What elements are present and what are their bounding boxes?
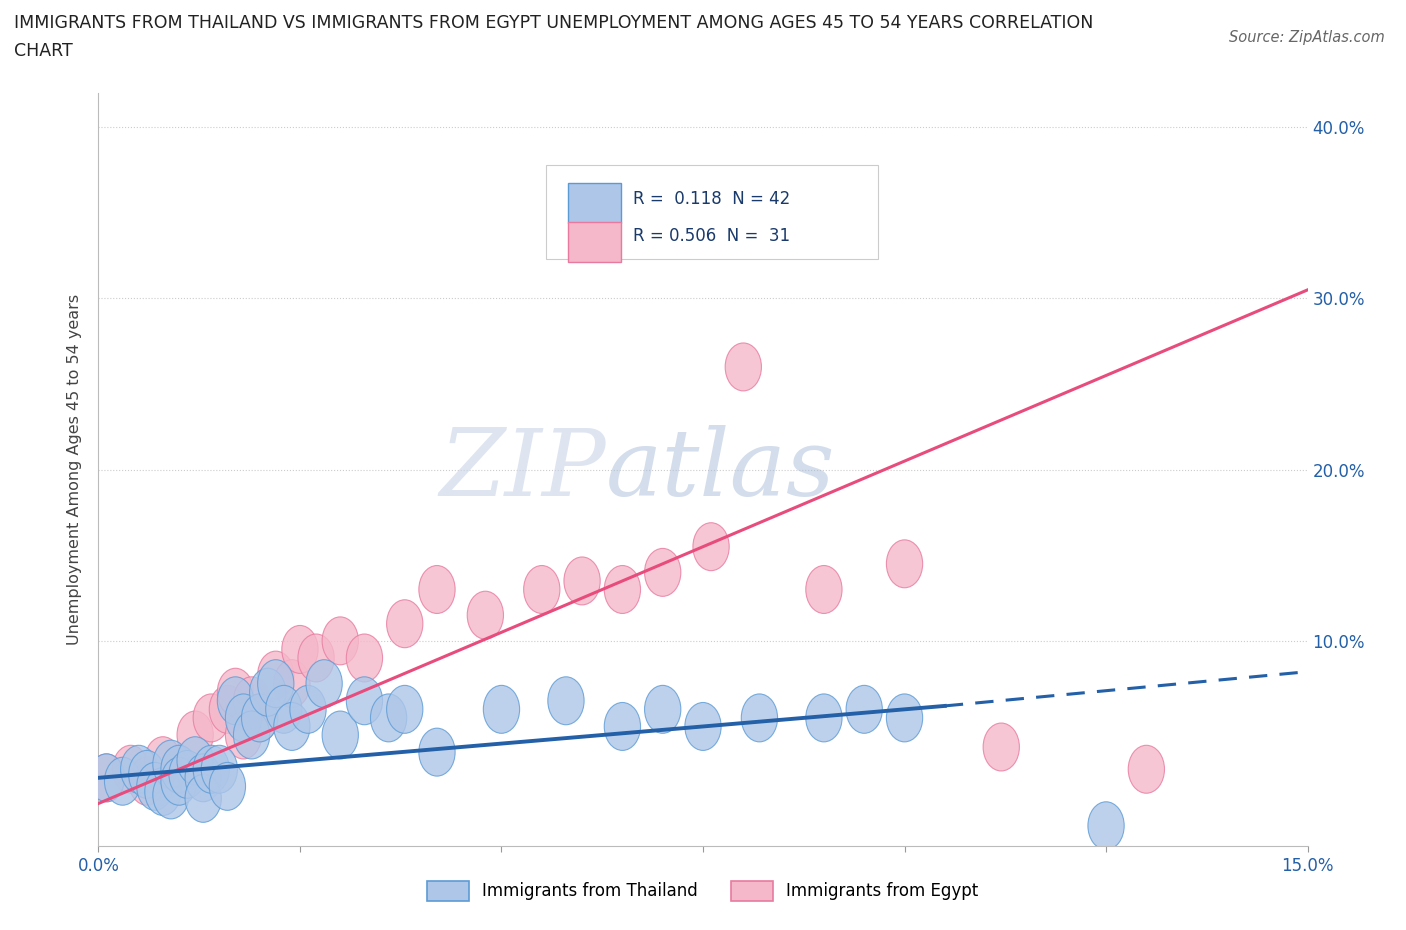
- Ellipse shape: [806, 565, 842, 614]
- Ellipse shape: [225, 694, 262, 742]
- Ellipse shape: [725, 343, 762, 391]
- Legend: Immigrants from Thailand, Immigrants from Egypt: Immigrants from Thailand, Immigrants fro…: [420, 874, 986, 908]
- Text: CHART: CHART: [14, 42, 73, 60]
- Ellipse shape: [419, 728, 456, 777]
- Ellipse shape: [225, 711, 262, 759]
- Ellipse shape: [186, 754, 221, 802]
- Ellipse shape: [112, 745, 149, 793]
- Text: R =  0.118  N = 42: R = 0.118 N = 42: [633, 190, 790, 207]
- Text: ZIP: ZIP: [440, 425, 606, 514]
- Ellipse shape: [605, 565, 641, 614]
- FancyBboxPatch shape: [568, 222, 621, 261]
- Ellipse shape: [242, 694, 278, 742]
- Ellipse shape: [605, 702, 641, 751]
- Ellipse shape: [387, 685, 423, 733]
- Ellipse shape: [104, 757, 141, 805]
- Ellipse shape: [484, 685, 520, 733]
- Ellipse shape: [169, 751, 205, 798]
- Ellipse shape: [218, 677, 253, 724]
- Ellipse shape: [153, 771, 190, 819]
- Text: IMMIGRANTS FROM THAILAND VS IMMIGRANTS FROM EGYPT UNEMPLOYMENT AMONG AGES 45 TO : IMMIGRANTS FROM THAILAND VS IMMIGRANTS F…: [14, 14, 1094, 32]
- Ellipse shape: [257, 659, 294, 708]
- Ellipse shape: [886, 694, 922, 742]
- Ellipse shape: [322, 711, 359, 759]
- Ellipse shape: [153, 740, 190, 788]
- Ellipse shape: [201, 745, 238, 793]
- Ellipse shape: [806, 694, 842, 742]
- Y-axis label: Unemployment Among Ages 45 to 54 years: Unemployment Among Ages 45 to 54 years: [67, 294, 83, 645]
- Ellipse shape: [564, 557, 600, 604]
- Ellipse shape: [346, 634, 382, 682]
- Ellipse shape: [419, 565, 456, 614]
- Ellipse shape: [209, 763, 246, 810]
- Ellipse shape: [846, 685, 883, 733]
- Ellipse shape: [136, 763, 173, 810]
- Ellipse shape: [548, 677, 583, 724]
- Ellipse shape: [129, 757, 165, 805]
- Ellipse shape: [644, 685, 681, 733]
- Ellipse shape: [160, 757, 197, 805]
- Ellipse shape: [693, 523, 730, 571]
- Ellipse shape: [307, 659, 342, 708]
- Text: Source: ZipAtlas.com: Source: ZipAtlas.com: [1229, 30, 1385, 45]
- Ellipse shape: [741, 694, 778, 742]
- Ellipse shape: [233, 677, 270, 724]
- Text: R = 0.506  N =  31: R = 0.506 N = 31: [633, 227, 790, 245]
- Ellipse shape: [257, 651, 294, 699]
- Ellipse shape: [160, 745, 197, 793]
- Ellipse shape: [274, 659, 311, 708]
- Ellipse shape: [281, 626, 318, 673]
- FancyBboxPatch shape: [546, 165, 879, 259]
- Ellipse shape: [290, 685, 326, 733]
- Ellipse shape: [121, 745, 157, 793]
- Ellipse shape: [983, 723, 1019, 771]
- Ellipse shape: [242, 694, 278, 742]
- Ellipse shape: [193, 694, 229, 742]
- FancyBboxPatch shape: [568, 183, 621, 222]
- Ellipse shape: [322, 617, 359, 665]
- Ellipse shape: [298, 634, 335, 682]
- Ellipse shape: [250, 669, 285, 716]
- Ellipse shape: [218, 669, 253, 716]
- Ellipse shape: [129, 751, 165, 798]
- Ellipse shape: [145, 737, 181, 785]
- Ellipse shape: [346, 677, 382, 724]
- Ellipse shape: [274, 702, 311, 751]
- Ellipse shape: [523, 565, 560, 614]
- Ellipse shape: [387, 600, 423, 647]
- Ellipse shape: [89, 754, 125, 802]
- Ellipse shape: [886, 539, 922, 588]
- Ellipse shape: [193, 745, 229, 793]
- Ellipse shape: [209, 685, 246, 733]
- Ellipse shape: [89, 754, 125, 802]
- Ellipse shape: [160, 745, 197, 793]
- Ellipse shape: [145, 767, 181, 816]
- Ellipse shape: [177, 737, 214, 785]
- Text: atlas: atlas: [606, 425, 835, 514]
- Ellipse shape: [266, 685, 302, 733]
- Ellipse shape: [644, 549, 681, 596]
- Ellipse shape: [233, 711, 270, 759]
- Ellipse shape: [186, 775, 221, 822]
- Ellipse shape: [685, 702, 721, 751]
- Ellipse shape: [1088, 802, 1125, 850]
- Ellipse shape: [177, 711, 214, 759]
- Ellipse shape: [467, 591, 503, 639]
- Ellipse shape: [371, 694, 406, 742]
- Ellipse shape: [1128, 745, 1164, 793]
